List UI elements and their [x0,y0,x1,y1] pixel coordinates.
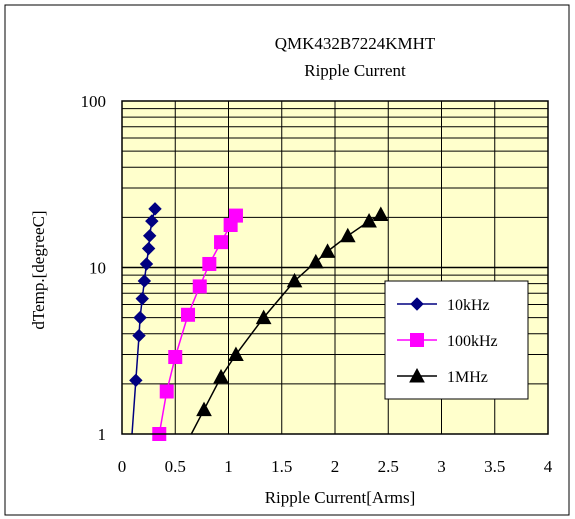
data-point [196,401,212,417]
legend-marker [410,333,424,347]
plot-border [121,100,549,435]
x-tick-label: 1 [224,457,233,476]
legend-marker [409,367,425,383]
x-tick-label: 1.5 [271,457,292,476]
data-point [129,373,143,388]
data-point [339,227,356,243]
data-point [228,346,244,362]
data-point [181,307,196,322]
x-tick-label: 2 [331,457,340,476]
data-point [135,291,149,306]
chart-subtitle: Ripple Current [304,61,406,80]
chart-title: QMK432B7224KMHT [275,34,436,53]
data-point [148,202,162,216]
x-tick-label: 0 [118,457,127,476]
x-tick-label: 4 [544,457,553,476]
legend: 10kHz 100kHz 1MHz [384,280,529,400]
data-point [139,257,154,271]
data-point [228,208,243,223]
data-point [255,309,272,325]
data-point [145,214,159,228]
data-point [214,235,229,250]
legend-label: 1MHz [447,369,488,386]
y-tick-labels: 1 10 100 [81,92,107,444]
data-point [159,384,174,399]
x-tick-label: 2.5 [378,457,399,476]
data-point [137,274,152,288]
data-point [213,368,229,384]
legend-label: 100kHz [447,333,498,350]
y-tick-label: 10 [89,259,106,278]
x-axis-label: Ripple Current[Arms] [265,488,416,507]
data-point [202,256,217,271]
data-point [141,241,156,256]
data-point [286,272,303,288]
y-tick-label: 100 [81,92,107,111]
data-point [372,206,389,221]
data-point [142,229,157,243]
data-point [307,253,324,269]
y-axis-label: dTemp.[degreeC] [29,210,48,329]
data-point [132,328,146,343]
data-point [319,243,336,258]
data-point [192,279,207,294]
data-point [361,213,377,228]
data-point [168,350,183,365]
x-tick-labels: 0 0.5 1 1.5 2 2.5 3 3.5 4 [118,457,553,476]
x-tick-label: 3.5 [484,457,505,476]
x-tick-label: 3 [437,457,446,476]
y-tick-label: 1 [98,425,107,444]
legend-marker [410,297,424,311]
x-tick-label: 0.5 [165,457,186,476]
legend-label: 10kHz [447,297,490,314]
data-point [133,310,147,325]
